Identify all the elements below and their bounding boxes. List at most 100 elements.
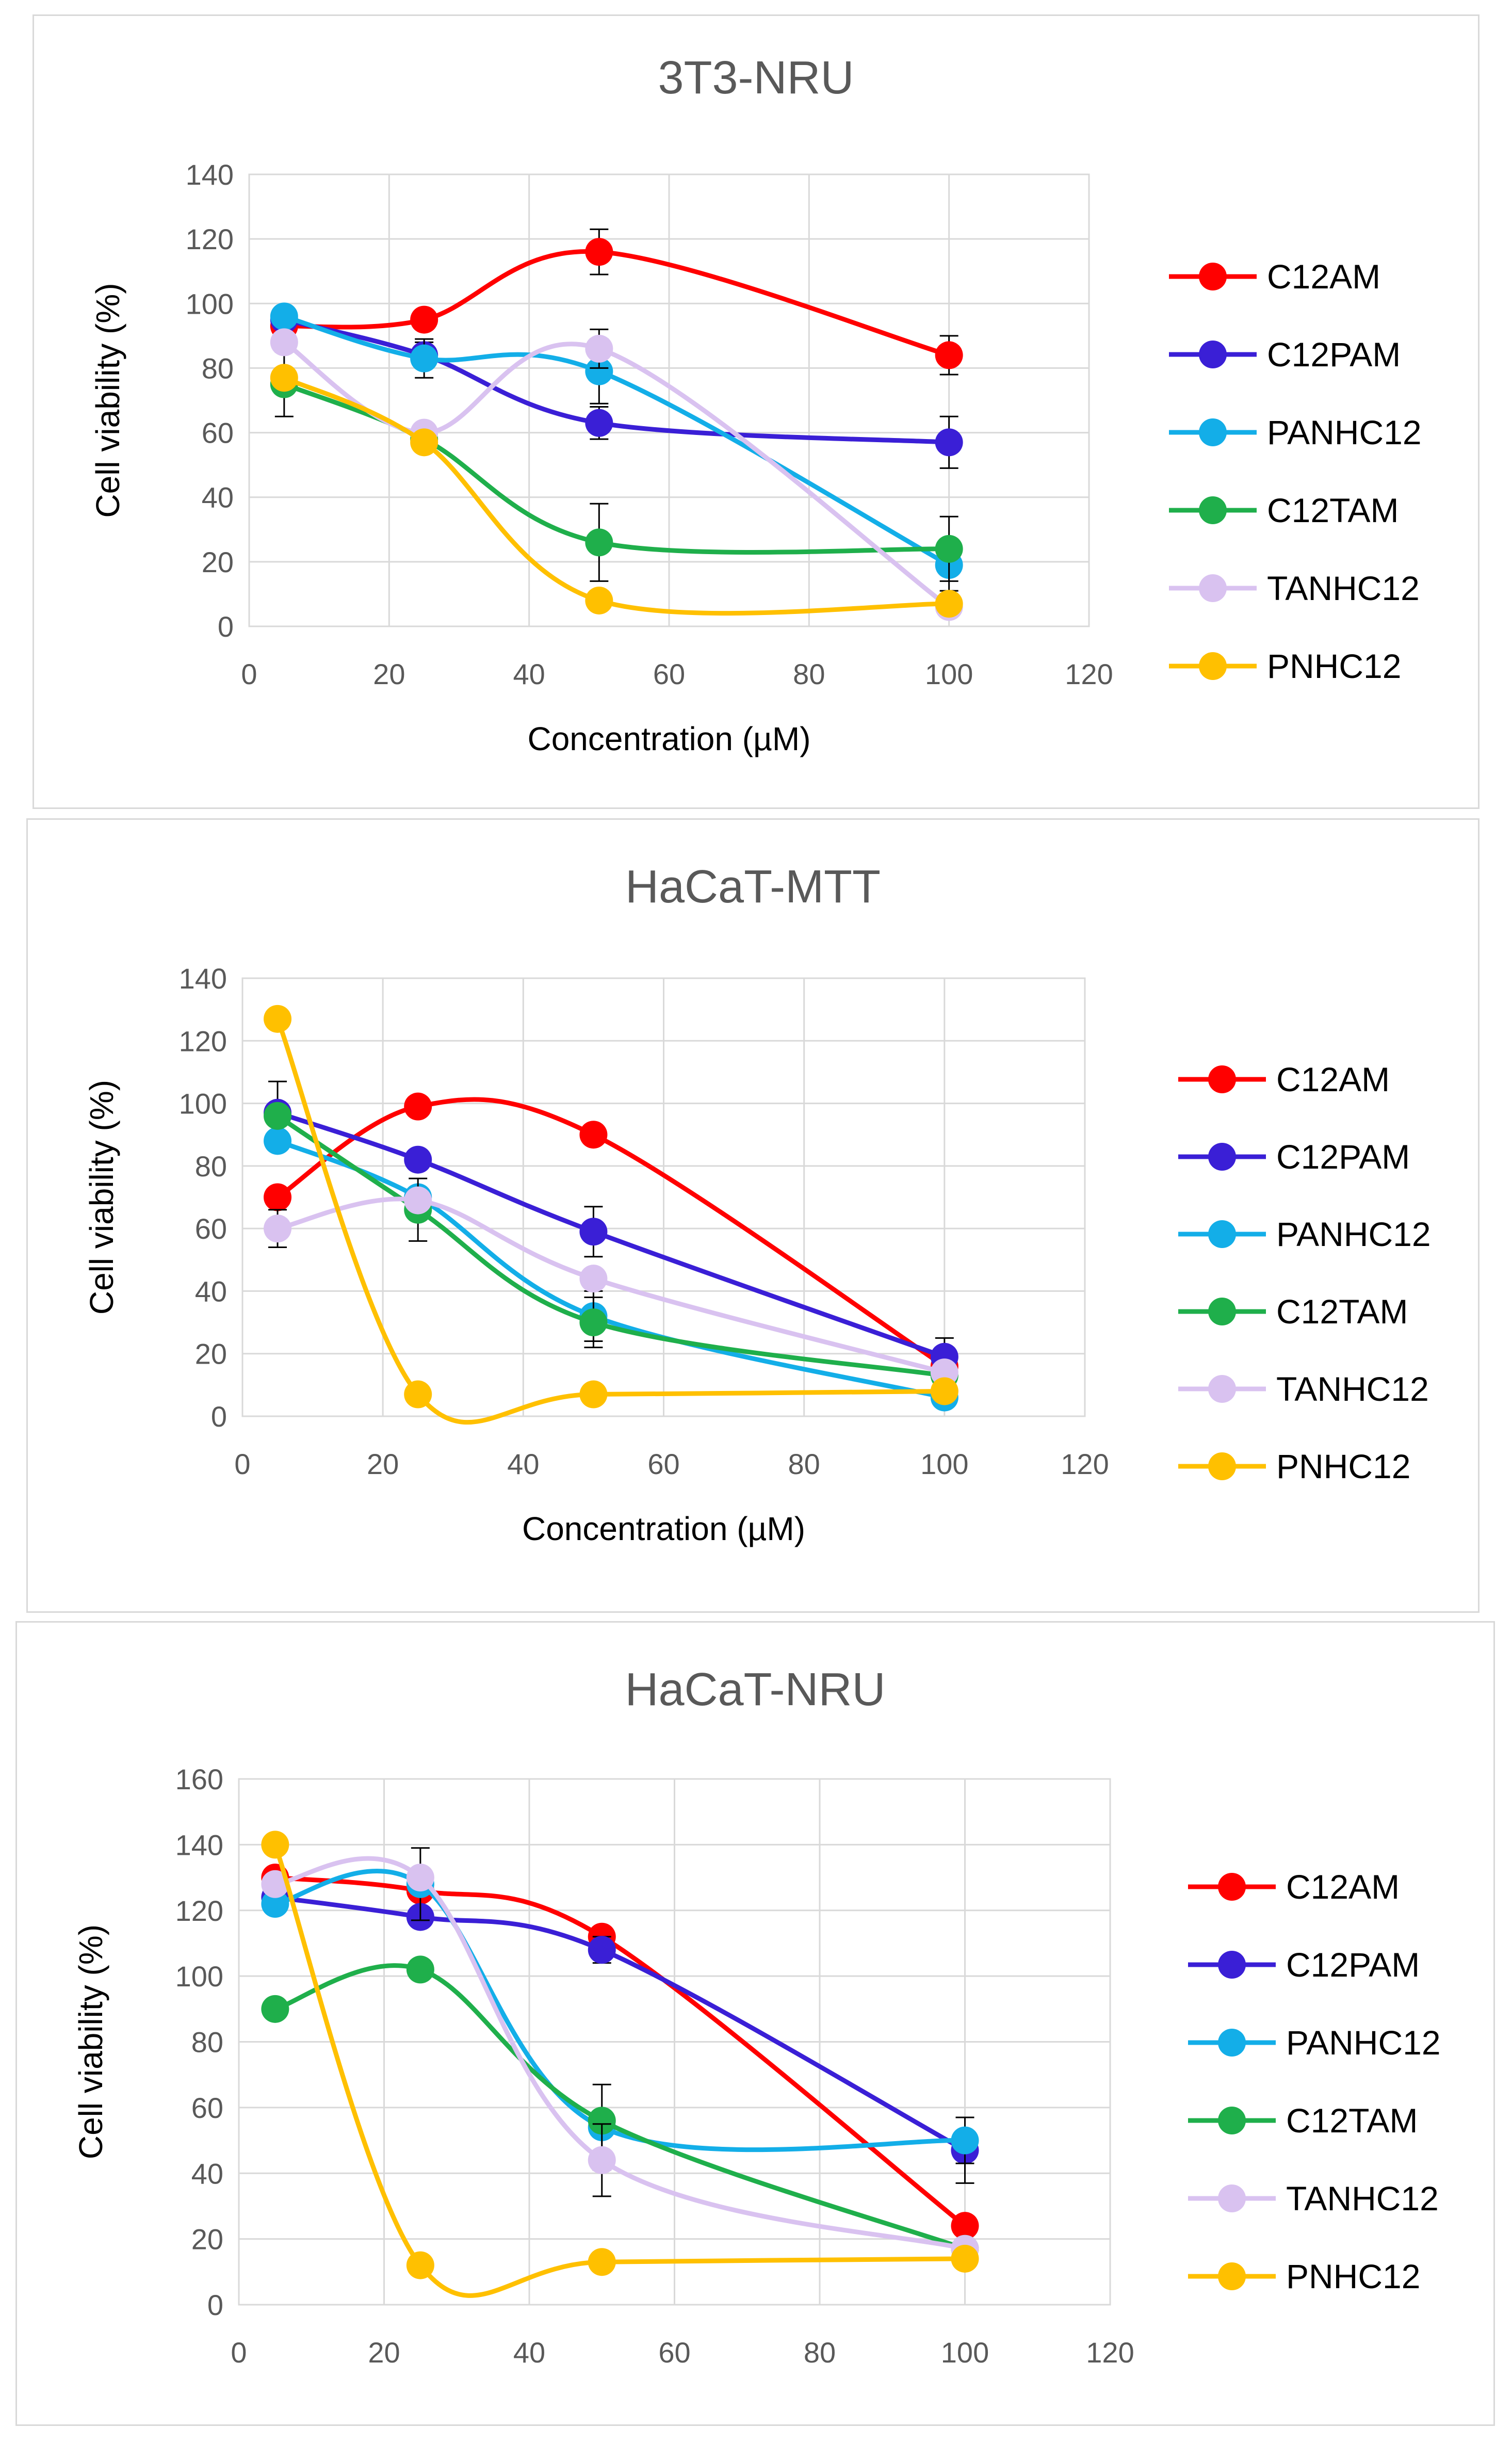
series-line-pnhc12 (275, 1016, 947, 1425)
y-tick-label: 140 (186, 158, 234, 191)
y-tick-label: 60 (191, 2092, 223, 2124)
series-line-c12am (282, 249, 952, 358)
series-c12pam (261, 1883, 979, 2184)
data-point-c12tam (406, 1955, 434, 1984)
legend-item-c12tam: C12TAM (1178, 1292, 1408, 1331)
legend-swatch-marker (1208, 1065, 1236, 1093)
series-panhc12 (270, 302, 963, 592)
data-point-c12pam (585, 409, 613, 437)
plot-area (248, 173, 1090, 627)
legend-swatch-marker (1208, 1298, 1236, 1325)
x-tick-label: 0 (241, 658, 257, 690)
data-point-tanhc12 (585, 334, 613, 363)
y-tick-label: 80 (195, 1150, 227, 1183)
data-point-tanhc12 (270, 328, 298, 357)
legend-swatch-marker (1199, 263, 1227, 290)
series-line-c12pam (282, 317, 952, 445)
data-point-pnhc12 (270, 364, 298, 392)
legend-label: C12PAM (1286, 1946, 1420, 1984)
data-point-c12am (579, 1121, 608, 1149)
x-tick-label: 80 (804, 2336, 836, 2369)
legend-swatch-marker (1208, 1452, 1236, 1480)
legend-swatch-marker (1218, 1951, 1246, 1979)
data-point-pnhc12 (935, 590, 963, 618)
data-point-tanhc12 (579, 1265, 608, 1293)
data-point-tanhc12 (404, 1186, 432, 1215)
legend-label: TANHC12 (1286, 2179, 1439, 2218)
legend-item-c12am: C12AM (1188, 1868, 1400, 1906)
plot-area (238, 1778, 1111, 2306)
legend-item-tanhc12: TANHC12 (1169, 569, 1420, 607)
legend-swatch-marker (1218, 2107, 1246, 2134)
legend-label: C12PAM (1267, 335, 1401, 374)
y-tick-label: 100 (186, 287, 234, 320)
y-tick-label: 60 (195, 1212, 227, 1245)
chart-hacat-mtt: HaCaT-MTT 0 20 40 60 80 100 120 140 0 20 40 60 80 100 1… (83, 861, 1431, 1547)
y-tick-label: 80 (191, 2026, 223, 2059)
y-tick-label: 20 (191, 2223, 223, 2256)
data-point-tanhc12 (588, 2146, 616, 2174)
data-point-panhc12 (951, 2126, 979, 2155)
x-tick-label: 60 (653, 658, 685, 690)
legend-label: PANHC12 (1286, 2024, 1441, 2062)
x-tick-label: 0 (234, 1448, 250, 1480)
y-tick-label: 120 (179, 1025, 227, 1057)
series-line-c12tam (275, 1113, 947, 1378)
data-point-pnhc12 (264, 1005, 292, 1033)
legend-label: PNHC12 (1276, 1447, 1410, 1485)
legend-label: PANHC12 (1267, 413, 1422, 451)
legend-label: C12AM (1276, 1060, 1390, 1098)
y-tick-label: 120 (175, 1895, 223, 1927)
data-point-c12am (585, 238, 613, 266)
legend-item-tanhc12: TANHC12 (1178, 1370, 1429, 1408)
series-line-c12tam (272, 1963, 967, 2252)
legend-item-c12tam: C12TAM (1169, 491, 1399, 529)
legend-swatch-marker (1199, 496, 1227, 524)
legend-label: C12TAM (1286, 2101, 1418, 2140)
series-panhc12 (264, 1127, 958, 1412)
data-point-c12pam (404, 1145, 432, 1174)
chart-title: HaCaT-MTT (625, 861, 881, 913)
y-tick-label: 0 (211, 1400, 227, 1433)
legend-swatch-marker (1218, 1873, 1246, 1901)
y-tick-label: 40 (202, 481, 234, 514)
series-line-c12pam (272, 1895, 967, 2153)
data-point-c12pam (935, 428, 963, 457)
y-axis-title: Cell viability (%) (83, 1080, 120, 1315)
y-tick-label: 40 (195, 1275, 227, 1307)
x-tick-label: 100 (925, 658, 973, 690)
x-tick-label: 40 (507, 1448, 539, 1480)
series-tanhc12 (261, 1856, 979, 2263)
data-point-panhc12 (261, 1890, 289, 1918)
x-tick-label: 20 (368, 2336, 400, 2369)
series-line-c12tam (282, 382, 952, 555)
legend-item-panhc12: PANHC12 (1188, 2024, 1441, 2062)
series-line-tanhc12 (272, 1856, 967, 2252)
data-point-c12am (404, 1092, 432, 1121)
x-tick-label: 60 (647, 1448, 679, 1480)
data-point-c12tam (585, 528, 613, 557)
legend-item-c12pam: C12PAM (1178, 1138, 1410, 1176)
gridlines (248, 173, 1090, 627)
data-point-pnhc12 (406, 2251, 434, 2279)
legend-label: PNHC12 (1267, 647, 1401, 685)
legend-label: PANHC12 (1276, 1215, 1431, 1253)
data-point-tanhc12 (261, 1870, 289, 1898)
y-tick-label: 0 (218, 610, 234, 643)
legend-item-c12am: C12AM (1178, 1060, 1390, 1098)
data-point-c12am (410, 305, 438, 334)
data-point-pnhc12 (410, 428, 438, 457)
x-tick-label: 100 (941, 2336, 989, 2369)
legend-item-c12am: C12AM (1169, 257, 1380, 296)
series-line-tanhc12 (275, 1196, 947, 1375)
legend-swatch-marker (1199, 652, 1227, 680)
data-point-pnhc12 (404, 1380, 432, 1409)
data-point-c12tam (264, 1102, 292, 1130)
chart-hacat-nru: HaCaT-NRU 0 20 40 60 80 100 120 140 160 0 20 40 60 80 1… (72, 1664, 1441, 2369)
legend-label: C12TAM (1276, 1292, 1408, 1331)
legend-label: TANHC12 (1267, 569, 1420, 607)
data-point-c12tam (261, 1995, 289, 2023)
x-tick-label: 80 (788, 1448, 820, 1480)
data-point-c12tam (588, 2107, 616, 2135)
legend-swatch-marker (1218, 2029, 1246, 2057)
